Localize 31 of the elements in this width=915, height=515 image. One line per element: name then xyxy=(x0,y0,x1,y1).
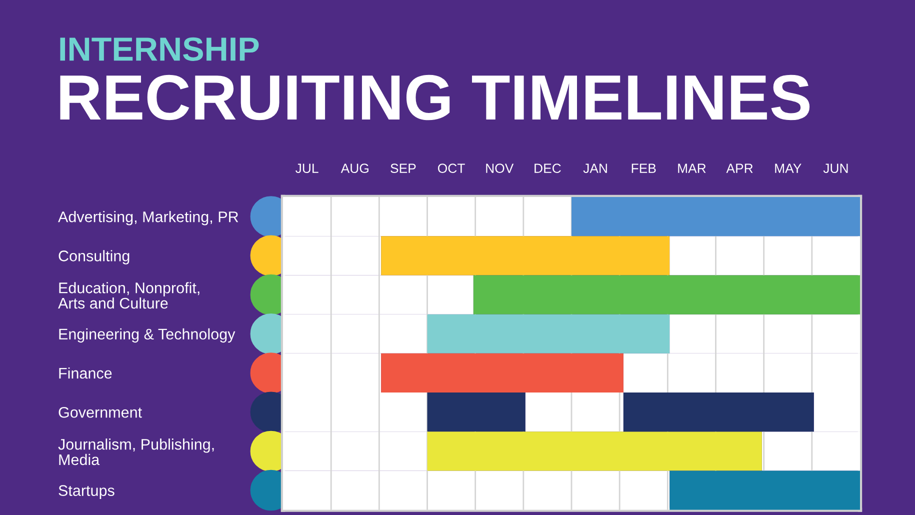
bar xyxy=(427,432,762,471)
text: JUN xyxy=(823,164,848,173)
text: DEC xyxy=(534,164,561,173)
bar xyxy=(473,275,860,314)
text: JUL xyxy=(296,164,318,173)
text: FEB xyxy=(632,164,656,173)
y-tick-label: Journalism, Publishing, Media xyxy=(58,438,214,466)
text: OCT xyxy=(438,164,465,173)
text: NOV xyxy=(486,164,514,173)
chart-title: RECRUITING TIMELINES xyxy=(60,74,810,120)
y-tick-label: Consulting xyxy=(58,250,130,264)
text: APR xyxy=(726,164,753,173)
text: SEP xyxy=(390,164,416,173)
chart-subtitle: INTERNSHIP xyxy=(60,37,259,61)
bar xyxy=(381,353,624,393)
text: MAY xyxy=(775,164,802,173)
y-tick-label: Engineering & Technology xyxy=(59,328,236,343)
y-tick-label: Advertising, Marketing, PR xyxy=(58,211,238,226)
y-tick-label: Education, Nonprofit, Arts and Culture xyxy=(58,282,200,309)
y-tick-label: Government xyxy=(58,406,142,418)
text: JAN xyxy=(583,164,607,173)
y-tick-label: Startups xyxy=(58,485,114,500)
bar xyxy=(670,470,860,510)
text: AUG xyxy=(340,164,368,173)
bar xyxy=(381,236,670,276)
bar xyxy=(427,314,670,354)
bar xyxy=(623,392,814,432)
y-tick-label: Finance xyxy=(59,367,112,379)
bar xyxy=(670,236,860,276)
text: MAR xyxy=(678,164,706,173)
bar xyxy=(525,392,624,432)
